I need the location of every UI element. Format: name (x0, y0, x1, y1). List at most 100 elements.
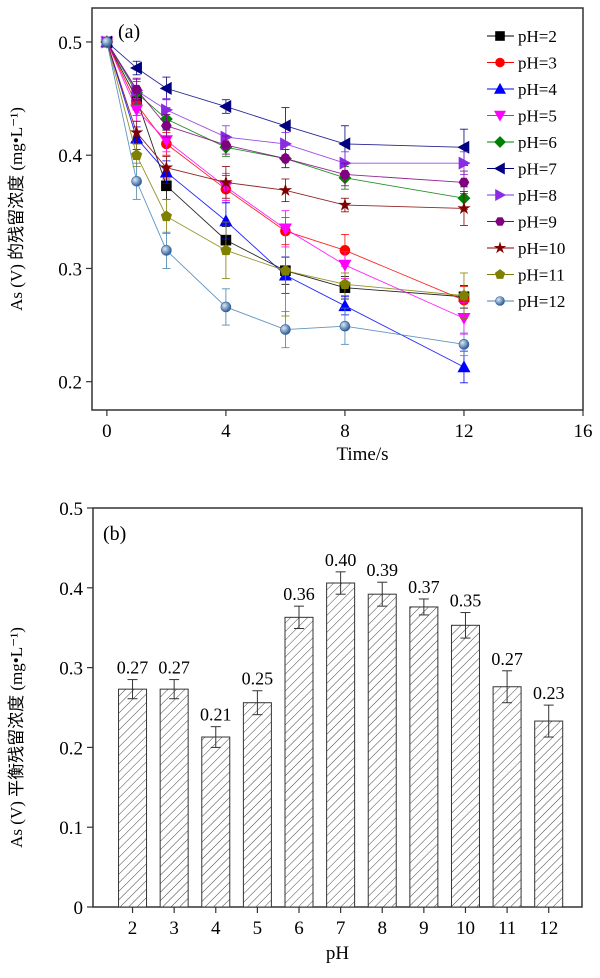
panel-label: (a) (118, 21, 140, 43)
data-label: 0.27 (117, 658, 149, 678)
legend-label: pH=6 (518, 133, 557, 152)
y-axis-label: As (V) 平衡残留浓度 (mg•L⁻¹) (7, 627, 26, 848)
hexagon-marker (495, 217, 505, 226)
legend-item: pH=3 (487, 54, 557, 73)
triangle-right-marker (458, 156, 471, 170)
pentagon-marker (160, 210, 172, 222)
y-tick-label: 0 (74, 898, 84, 919)
legend-label: pH=9 (518, 213, 557, 232)
bar (118, 688, 148, 908)
bar (409, 606, 439, 908)
triangle-left-marker (493, 162, 505, 175)
sphere-marker (101, 36, 113, 48)
y-tick-label: 0.4 (59, 579, 83, 600)
star-marker (493, 241, 507, 254)
bar (326, 582, 356, 908)
legend-label: pH=4 (518, 80, 557, 99)
bar (492, 686, 522, 908)
legend-item: pH=2 (487, 27, 557, 46)
legend-label: pH=11 (518, 266, 565, 285)
x-tick-label: 5 (253, 918, 263, 939)
x-tick-label: 11 (498, 918, 516, 939)
hexagon-marker (220, 140, 232, 150)
triangle-up-marker (493, 82, 507, 94)
bar (284, 616, 314, 908)
series-pH=12 (101, 36, 470, 357)
x-tick-label: 3 (169, 918, 179, 939)
triangle-left-marker (130, 61, 142, 75)
hexagon-marker (339, 169, 351, 180)
hexagon-marker (280, 153, 291, 164)
sphere-marker (220, 301, 232, 313)
legend-label: pH=3 (518, 54, 557, 73)
y-tick-label: 0.3 (58, 259, 82, 280)
panel-a-line-chart: 0 4 8 12 16 0.2 0.3 0.4 0.5 Time/s As (V) 的残留浓度 (m… (7, 7, 593, 465)
y-tick-label: 0.1 (59, 818, 83, 839)
hexagon-marker (458, 177, 470, 188)
legend-label: pH=2 (518, 27, 557, 46)
star-marker (457, 201, 471, 215)
x-tick-label: 4 (221, 421, 231, 442)
star-marker (159, 160, 174, 174)
triangle-right-marker (280, 137, 293, 151)
sphere-marker (131, 175, 142, 187)
star-marker (278, 183, 293, 196)
pentagon-marker (131, 149, 143, 160)
data-label: 0.23 (533, 683, 565, 703)
x-tick-label: 4 (211, 918, 221, 939)
legend-item: pH=7 (487, 160, 557, 179)
y-tick-label: 0.4 (58, 146, 82, 167)
pentagon-marker (339, 278, 351, 290)
legend-label: pH=8 (518, 186, 557, 205)
triangle-right-marker (161, 103, 174, 117)
hexagon-marker (131, 84, 142, 95)
series-pH=11 (101, 36, 470, 319)
legend-item: pH=12 (487, 292, 565, 311)
y-tick-label: 0.5 (59, 499, 83, 520)
triangle-up-marker (457, 360, 471, 373)
y-tick-label: 0.3 (59, 659, 83, 680)
bar (159, 688, 189, 908)
bar (534, 720, 564, 908)
legend-label: pH=12 (518, 292, 565, 311)
x-tick-label: 8 (377, 918, 387, 939)
circle-marker (495, 57, 505, 68)
sphere-marker (280, 324, 291, 335)
triangle-left-marker (457, 140, 470, 154)
triangle-left-marker (278, 119, 291, 133)
triangle-down-marker (493, 110, 507, 122)
star-marker (219, 175, 233, 189)
x-tick-label: 12 (539, 918, 558, 939)
data-label: 0.40 (325, 550, 357, 570)
legend-item: pH=6 (487, 133, 557, 152)
star-marker (129, 125, 144, 139)
x-tick-label: 2 (128, 918, 138, 939)
sphere-marker (458, 339, 470, 350)
square-marker (495, 31, 505, 41)
y-tick-label: 0.2 (59, 738, 83, 759)
sphere-marker (339, 320, 351, 332)
panel-label: (b) (103, 523, 126, 545)
x-tick-label: 7 (336, 918, 346, 939)
data-label: 0.27 (158, 658, 190, 678)
x-tick-label: 12 (454, 421, 473, 442)
x-axis-label: pH (326, 943, 350, 964)
pentagon-marker (458, 289, 470, 301)
legend-label: pH=5 (518, 107, 557, 126)
bar (242, 702, 272, 908)
bar (367, 593, 397, 908)
pentagon-marker (279, 264, 292, 276)
y-axis-label: As (V) 的残留浓度 (mg•L⁻¹) (7, 107, 26, 311)
pentagon-marker (220, 244, 232, 256)
bar (450, 624, 480, 908)
triangle-right-marker (495, 188, 507, 202)
sphere-marker (495, 296, 505, 306)
star-marker (338, 198, 352, 211)
x-tick-label: 8 (340, 421, 350, 442)
triangle-left-marker (219, 100, 232, 114)
pentagon-marker (494, 269, 506, 279)
bar (201, 736, 231, 908)
legend-label: pH=10 (518, 239, 565, 258)
x-tick-label: 0 (102, 421, 112, 442)
